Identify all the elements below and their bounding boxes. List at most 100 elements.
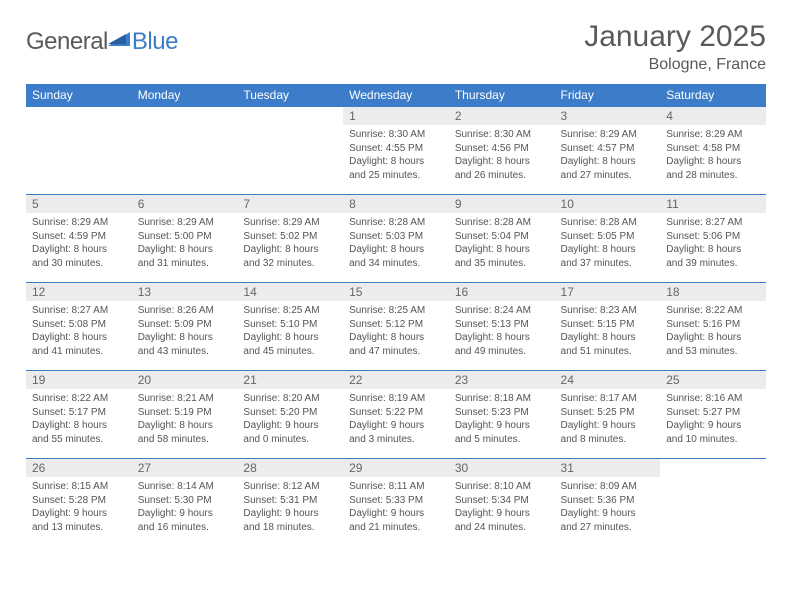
day-number: 6	[132, 195, 238, 213]
day-details: Sunrise: 8:26 AMSunset: 5:09 PMDaylight:…	[132, 301, 238, 360]
day-details: Sunrise: 8:30 AMSunset: 4:56 PMDaylight:…	[449, 125, 555, 184]
calendar-cell: 24Sunrise: 8:17 AMSunset: 5:25 PMDayligh…	[555, 371, 661, 459]
calendar-cell: 29Sunrise: 8:11 AMSunset: 5:33 PMDayligh…	[343, 459, 449, 547]
day-number: 26	[26, 459, 132, 477]
weekday-header: Monday	[132, 84, 238, 107]
day-number: 16	[449, 283, 555, 301]
day-details: Sunrise: 8:29 AMSunset: 5:02 PMDaylight:…	[237, 213, 343, 272]
location: Bologne, France	[584, 56, 766, 74]
day-details: Sunrise: 8:29 AMSunset: 4:58 PMDaylight:…	[660, 125, 766, 184]
day-details: Sunrise: 8:25 AMSunset: 5:12 PMDaylight:…	[343, 301, 449, 360]
calendar-cell: 30Sunrise: 8:10 AMSunset: 5:34 PMDayligh…	[449, 459, 555, 547]
day-details: Sunrise: 8:23 AMSunset: 5:15 PMDaylight:…	[555, 301, 661, 360]
calendar-cell: 8Sunrise: 8:28 AMSunset: 5:03 PMDaylight…	[343, 195, 449, 283]
calendar-cell: 27Sunrise: 8:14 AMSunset: 5:30 PMDayligh…	[132, 459, 238, 547]
calendar-cell: 6Sunrise: 8:29 AMSunset: 5:00 PMDaylight…	[132, 195, 238, 283]
title-block: January 2025 Bologne, France	[584, 20, 766, 74]
calendar-cell: 2Sunrise: 8:30 AMSunset: 4:56 PMDaylight…	[449, 107, 555, 195]
day-details: Sunrise: 8:18 AMSunset: 5:23 PMDaylight:…	[449, 389, 555, 448]
day-details: Sunrise: 8:24 AMSunset: 5:13 PMDaylight:…	[449, 301, 555, 360]
day-details: Sunrise: 8:21 AMSunset: 5:19 PMDaylight:…	[132, 389, 238, 448]
calendar-cell: 23Sunrise: 8:18 AMSunset: 5:23 PMDayligh…	[449, 371, 555, 459]
calendar-cell: 1Sunrise: 8:30 AMSunset: 4:55 PMDaylight…	[343, 107, 449, 195]
day-details: Sunrise: 8:28 AMSunset: 5:05 PMDaylight:…	[555, 213, 661, 272]
day-number: 23	[449, 371, 555, 389]
day-details: Sunrise: 8:25 AMSunset: 5:10 PMDaylight:…	[237, 301, 343, 360]
weekday-header: Friday	[555, 84, 661, 107]
calendar-cell: 20Sunrise: 8:21 AMSunset: 5:19 PMDayligh…	[132, 371, 238, 459]
day-number: 7	[237, 195, 343, 213]
calendar-cell: 26Sunrise: 8:15 AMSunset: 5:28 PMDayligh…	[26, 459, 132, 547]
day-number: 13	[132, 283, 238, 301]
day-details: Sunrise: 8:12 AMSunset: 5:31 PMDaylight:…	[237, 477, 343, 536]
day-details: Sunrise: 8:20 AMSunset: 5:20 PMDaylight:…	[237, 389, 343, 448]
day-number: 29	[343, 459, 449, 477]
day-details: Sunrise: 8:27 AMSunset: 5:08 PMDaylight:…	[26, 301, 132, 360]
day-number: 8	[343, 195, 449, 213]
day-number: 31	[555, 459, 661, 477]
calendar-table: SundayMondayTuesdayWednesdayThursdayFrid…	[26, 84, 766, 547]
day-number: 9	[449, 195, 555, 213]
calendar-cell: 15Sunrise: 8:25 AMSunset: 5:12 PMDayligh…	[343, 283, 449, 371]
logo-flag-icon	[108, 28, 130, 46]
day-details: Sunrise: 8:11 AMSunset: 5:33 PMDaylight:…	[343, 477, 449, 536]
day-number: 15	[343, 283, 449, 301]
day-details: Sunrise: 8:16 AMSunset: 5:27 PMDaylight:…	[660, 389, 766, 448]
calendar-cell: 13Sunrise: 8:26 AMSunset: 5:09 PMDayligh…	[132, 283, 238, 371]
day-number: 10	[555, 195, 661, 213]
header: General Blue January 2025 Bologne, Franc…	[26, 20, 766, 74]
calendar-cell: 5Sunrise: 8:29 AMSunset: 4:59 PMDaylight…	[26, 195, 132, 283]
day-details: Sunrise: 8:27 AMSunset: 5:06 PMDaylight:…	[660, 213, 766, 272]
calendar-head: SundayMondayTuesdayWednesdayThursdayFrid…	[26, 84, 766, 107]
calendar-cell: 28Sunrise: 8:12 AMSunset: 5:31 PMDayligh…	[237, 459, 343, 547]
day-number: 30	[449, 459, 555, 477]
calendar-week: 12Sunrise: 8:27 AMSunset: 5:08 PMDayligh…	[26, 283, 766, 371]
calendar-cell: 11Sunrise: 8:27 AMSunset: 5:06 PMDayligh…	[660, 195, 766, 283]
day-number: 12	[26, 283, 132, 301]
logo: General Blue	[26, 28, 178, 56]
month-title: January 2025	[584, 20, 766, 54]
calendar-body: 1Sunrise: 8:30 AMSunset: 4:55 PMDaylight…	[26, 107, 766, 547]
day-details: Sunrise: 8:19 AMSunset: 5:22 PMDaylight:…	[343, 389, 449, 448]
logo-text-2: Blue	[132, 28, 178, 56]
day-details: Sunrise: 8:10 AMSunset: 5:34 PMDaylight:…	[449, 477, 555, 536]
calendar-week: 1Sunrise: 8:30 AMSunset: 4:55 PMDaylight…	[26, 107, 766, 195]
calendar-cell: 3Sunrise: 8:29 AMSunset: 4:57 PMDaylight…	[555, 107, 661, 195]
weekday-header: Thursday	[449, 84, 555, 107]
day-number: 22	[343, 371, 449, 389]
day-details: Sunrise: 8:30 AMSunset: 4:55 PMDaylight:…	[343, 125, 449, 184]
day-number: 3	[555, 107, 661, 125]
calendar-cell: 16Sunrise: 8:24 AMSunset: 5:13 PMDayligh…	[449, 283, 555, 371]
calendar-cell	[237, 107, 343, 195]
day-number: 19	[26, 371, 132, 389]
calendar-cell: 22Sunrise: 8:19 AMSunset: 5:22 PMDayligh…	[343, 371, 449, 459]
calendar-week: 26Sunrise: 8:15 AMSunset: 5:28 PMDayligh…	[26, 459, 766, 547]
day-number: 17	[555, 283, 661, 301]
calendar-cell: 17Sunrise: 8:23 AMSunset: 5:15 PMDayligh…	[555, 283, 661, 371]
day-details: Sunrise: 8:15 AMSunset: 5:28 PMDaylight:…	[26, 477, 132, 536]
calendar-week: 19Sunrise: 8:22 AMSunset: 5:17 PMDayligh…	[26, 371, 766, 459]
calendar-cell: 10Sunrise: 8:28 AMSunset: 5:05 PMDayligh…	[555, 195, 661, 283]
calendar-cell: 14Sunrise: 8:25 AMSunset: 5:10 PMDayligh…	[237, 283, 343, 371]
weekday-header: Wednesday	[343, 84, 449, 107]
day-number: 2	[449, 107, 555, 125]
day-number: 21	[237, 371, 343, 389]
calendar-week: 5Sunrise: 8:29 AMSunset: 4:59 PMDaylight…	[26, 195, 766, 283]
day-details: Sunrise: 8:22 AMSunset: 5:16 PMDaylight:…	[660, 301, 766, 360]
calendar-cell: 12Sunrise: 8:27 AMSunset: 5:08 PMDayligh…	[26, 283, 132, 371]
day-number: 5	[26, 195, 132, 213]
weekday-header: Sunday	[26, 84, 132, 107]
calendar-cell: 9Sunrise: 8:28 AMSunset: 5:04 PMDaylight…	[449, 195, 555, 283]
day-details: Sunrise: 8:29 AMSunset: 4:59 PMDaylight:…	[26, 213, 132, 272]
calendar-cell: 18Sunrise: 8:22 AMSunset: 5:16 PMDayligh…	[660, 283, 766, 371]
calendar-cell: 25Sunrise: 8:16 AMSunset: 5:27 PMDayligh…	[660, 371, 766, 459]
day-details: Sunrise: 8:29 AMSunset: 5:00 PMDaylight:…	[132, 213, 238, 272]
day-number: 18	[660, 283, 766, 301]
day-details: Sunrise: 8:28 AMSunset: 5:04 PMDaylight:…	[449, 213, 555, 272]
calendar-cell: 4Sunrise: 8:29 AMSunset: 4:58 PMDaylight…	[660, 107, 766, 195]
day-number: 25	[660, 371, 766, 389]
day-number: 20	[132, 371, 238, 389]
logo-text-1: General	[26, 28, 108, 56]
day-number: 1	[343, 107, 449, 125]
calendar-cell: 31Sunrise: 8:09 AMSunset: 5:36 PMDayligh…	[555, 459, 661, 547]
